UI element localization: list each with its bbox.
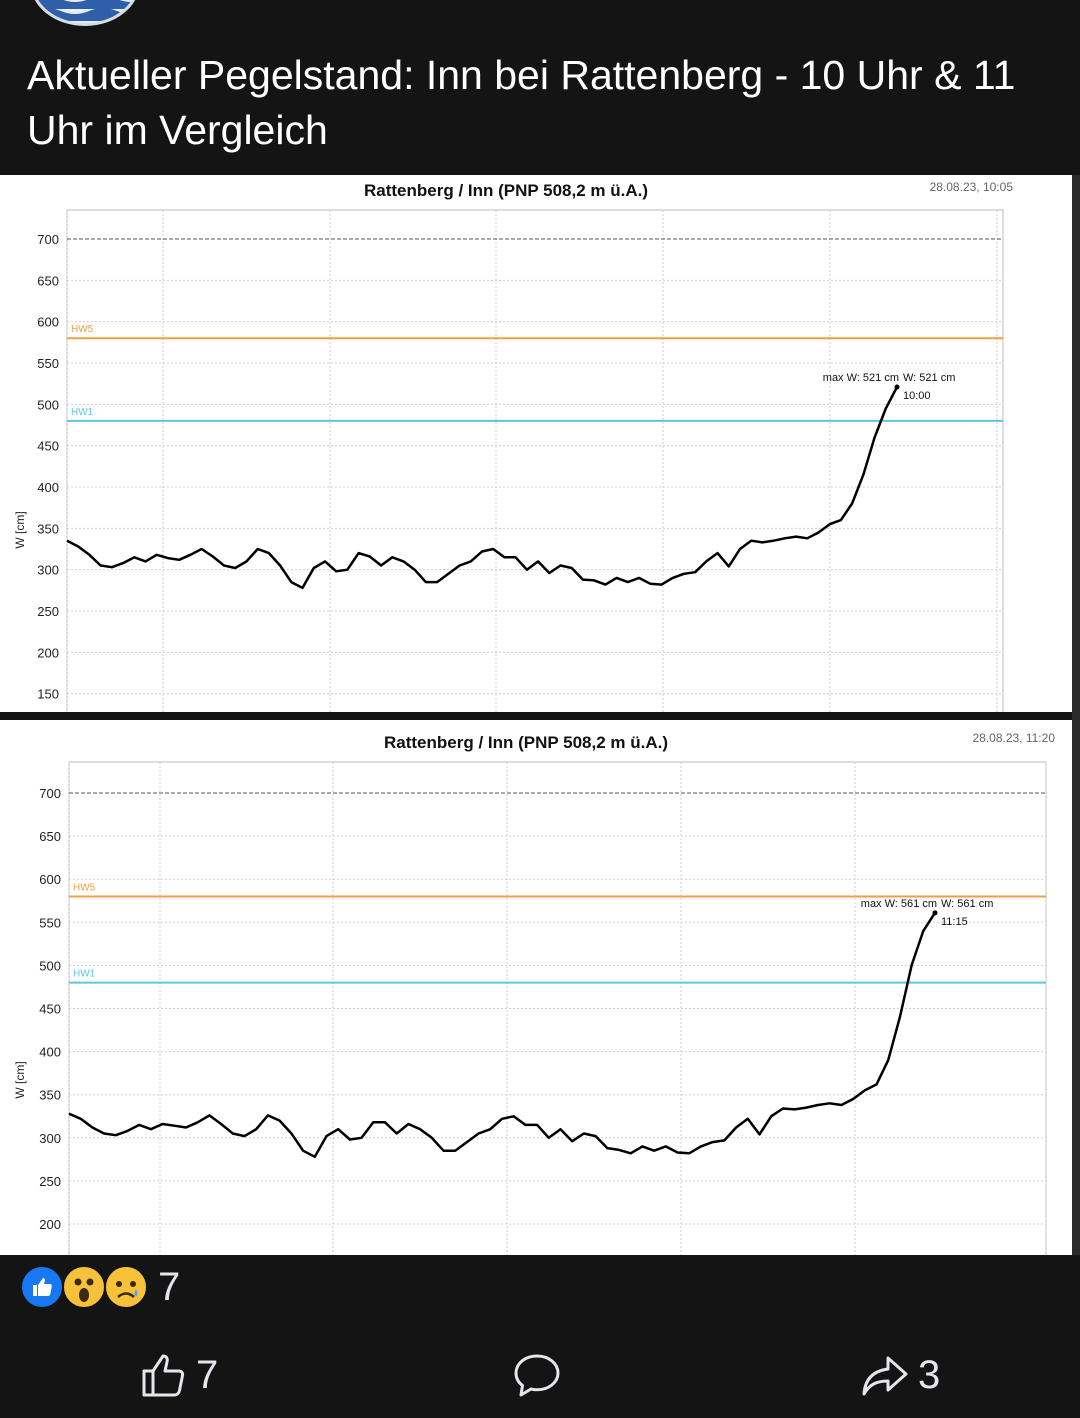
comment-icon — [514, 1354, 560, 1397]
y-tick-label: 650 — [39, 829, 61, 844]
current-value-annotation: W: 521 cm — [903, 372, 955, 384]
y-tick-label: 550 — [37, 356, 59, 371]
plot-frame — [66, 209, 1004, 712]
post-header — [0, 0, 1080, 40]
share-arrow-icon — [862, 1356, 908, 1396]
y-tick-label: 300 — [37, 563, 59, 578]
hw5-label: HW5 — [73, 882, 96, 893]
y-axis-label: W [cm] — [13, 511, 27, 548]
y-tick-label: 250 — [37, 604, 59, 619]
chart-title: Rattenberg / Inn (PNP 508,2 m ü.A.) — [364, 181, 648, 200]
y-tick-label: 400 — [39, 1045, 61, 1060]
plot-area: 150 200 250 300 350 400 450 500 550 600 650 700 HW5 H… — [37, 209, 1004, 712]
y-tick-label: 600 — [39, 872, 61, 887]
hw5-label: HW5 — [71, 324, 94, 335]
y-tick-label: 500 — [39, 958, 61, 973]
sad-face-icon — [104, 1265, 148, 1309]
y-tick-label: 650 — [37, 273, 59, 288]
comment-button[interactable] — [512, 1340, 562, 1410]
y-tick-label: 400 — [37, 480, 59, 495]
chart-timestamp: 28.08.23, 11:20 — [972, 731, 1055, 745]
chart-timestamp: 28.08.23, 10:05 — [930, 180, 1014, 194]
y-tick-label: 200 — [39, 1217, 61, 1232]
y-axis-label: W [cm] — [13, 1061, 27, 1098]
post-title: Aktueller Pegelstand: Inn bei Rattenberg… — [27, 52, 1016, 153]
y-tick-label: 600 — [37, 315, 59, 330]
y-tick-label: 300 — [39, 1131, 61, 1146]
y-tick-label: 550 — [39, 915, 61, 930]
chart-panel-1100: Rattenberg / Inn (PNP 508,2 m ü.A.) 28.0… — [0, 720, 1072, 1255]
time-annotation: 11:15 — [941, 916, 968, 928]
reactions-summary[interactable]: 7 — [20, 1264, 180, 1310]
time-annotation: 10:00 — [903, 390, 931, 402]
avatar[interactable] — [30, 0, 140, 26]
like-count: 7 — [196, 1352, 219, 1397]
max-value-annotation: max W: 521 cm — [823, 372, 899, 384]
water-level-line — [68, 912, 937, 1159]
water-level-chart-1000: Rattenberg / Inn (PNP 508,2 m ü.A.) 28.0… — [13, 180, 1014, 712]
wave-logo-icon — [33, 0, 137, 23]
post-actions: 7 3 — [0, 1340, 1080, 1410]
max-point-marker — [894, 384, 900, 390]
wow-face-icon — [62, 1265, 106, 1309]
y-tick-label: 450 — [37, 439, 59, 454]
current-value-annotation: W: 561 cm — [941, 898, 993, 910]
like-button[interactable]: 7 — [140, 1340, 218, 1410]
y-tick-label: 350 — [39, 1088, 61, 1103]
y-tick-label: 700 — [39, 786, 61, 801]
hw1-label: HW1 — [71, 407, 94, 418]
water-level-line — [66, 386, 899, 590]
share-count: 3 — [918, 1352, 941, 1397]
max-point-marker — [932, 910, 938, 916]
reaction-count: 7 — [158, 1264, 181, 1309]
y-tick-label: 700 — [37, 232, 59, 247]
hw1-label: HW1 — [73, 969, 96, 980]
y-tick-label: 450 — [39, 1002, 61, 1017]
chart-title: Rattenberg / Inn (PNP 508,2 m ü.A.) — [384, 733, 668, 752]
y-tick-label: 500 — [37, 397, 59, 412]
y-tick-label: 350 — [37, 521, 59, 536]
like-reaction-icon — [20, 1265, 64, 1309]
y-tick-label: 200 — [37, 645, 59, 660]
share-button[interactable]: 3 — [860, 1340, 940, 1410]
y-tick-label: 150 — [37, 687, 59, 702]
y-tick-label: 250 — [39, 1174, 61, 1189]
chart-panel-1000: Rattenberg / Inn (PNP 508,2 m ü.A.) 28.0… — [0, 175, 1072, 712]
thumbs-up-icon — [142, 1354, 185, 1397]
max-value-annotation: max W: 561 cm — [861, 898, 937, 910]
scrollbar[interactable] — [1072, 175, 1080, 1255]
plot-area: 200 250 300 350 400 450 500 550 600 650 700 HW5 HW1 m… — [39, 761, 1047, 1255]
water-level-chart-1100: Rattenberg / Inn (PNP 508,2 m ü.A.) 28.0… — [13, 731, 1055, 1255]
